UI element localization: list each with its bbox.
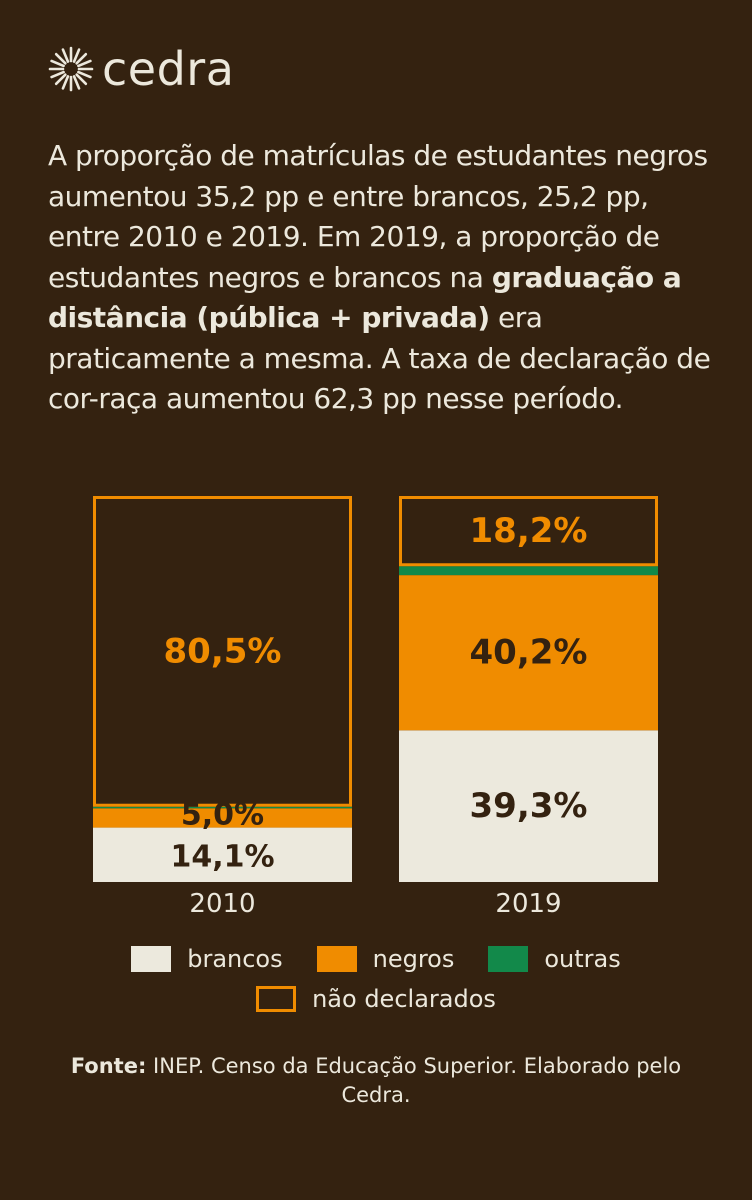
intro-text-bold: graduação a distância (pública + privada… — [48, 260, 682, 335]
legend-label-brancos: brancos — [187, 945, 283, 973]
legend-swatch-outras — [488, 946, 529, 972]
legend-swatch-negros — [316, 946, 357, 972]
source-note: Fonte: INEP. Censo da Educação Superior.… — [40, 1052, 712, 1110]
legend-swatch-nao-declarados — [256, 986, 297, 1012]
legend-label-outras: outras — [544, 945, 621, 973]
bar-segment-nao-declarados-2019 — [399, 496, 658, 567]
bar-segment-negros-2019 — [399, 575, 658, 731]
value-label-negros-2010: 5,0% — [181, 797, 264, 832]
value-label-nao_declarados-2010: 80,5% — [164, 631, 282, 671]
chart-legend: brancos negros outras não declarados — [0, 942, 752, 1016]
bar-segment-brancos-2010 — [93, 827, 352, 882]
intro-text-part2: era praticamente a mesma. A taxa de decl… — [48, 301, 711, 415]
legend-swatch-brancos — [131, 946, 172, 972]
category-label-2010: 2010 — [189, 889, 255, 919]
legend-item-nao-declarados: não declarados — [256, 985, 496, 1013]
intro-paragraph: A proporção de matrículas de estudantes … — [48, 136, 728, 420]
bar-segment-negros-2010 — [93, 808, 352, 828]
legend-label-negros: negros — [372, 945, 455, 973]
legend-label-nao-declarados: não declarados — [312, 985, 496, 1013]
bar-segment-nao-declarados-2010 — [93, 496, 352, 807]
bar-segment-brancos-2019 — [399, 730, 658, 882]
legend-item-brancos: brancos — [131, 945, 283, 973]
source-label: Fonte: — [70, 1054, 147, 1078]
value-label-nao_declarados-2019: 18,2% — [470, 511, 588, 551]
legend-item-negros: negros — [316, 945, 455, 973]
value-label-brancos-2010: 14,1% — [170, 839, 274, 874]
intro-text-part1: A proporção de matrículas de estudantes … — [48, 139, 708, 294]
source-text: INEP. Censo da Educação Superior. Elabor… — [146, 1054, 682, 1107]
sun-burst-icon — [48, 46, 94, 92]
bar-segment-outras-2010 — [93, 806, 352, 809]
value-label-brancos-2019: 39,3% — [470, 786, 588, 826]
legend-item-outras: outras — [488, 945, 621, 973]
category-label-2019: 2019 — [495, 889, 561, 919]
value-label-negros-2019: 40,2% — [470, 633, 588, 673]
brand-logo: cedra — [46, 44, 234, 94]
bar-segment-outras-2019 — [399, 566, 658, 576]
brand-name: cedra — [102, 42, 235, 96]
stacked-bar-chart: 14,1% 5,0% 80,5% 2010 39,3% 40,2% 18,2% 2019 — [93, 496, 658, 919]
